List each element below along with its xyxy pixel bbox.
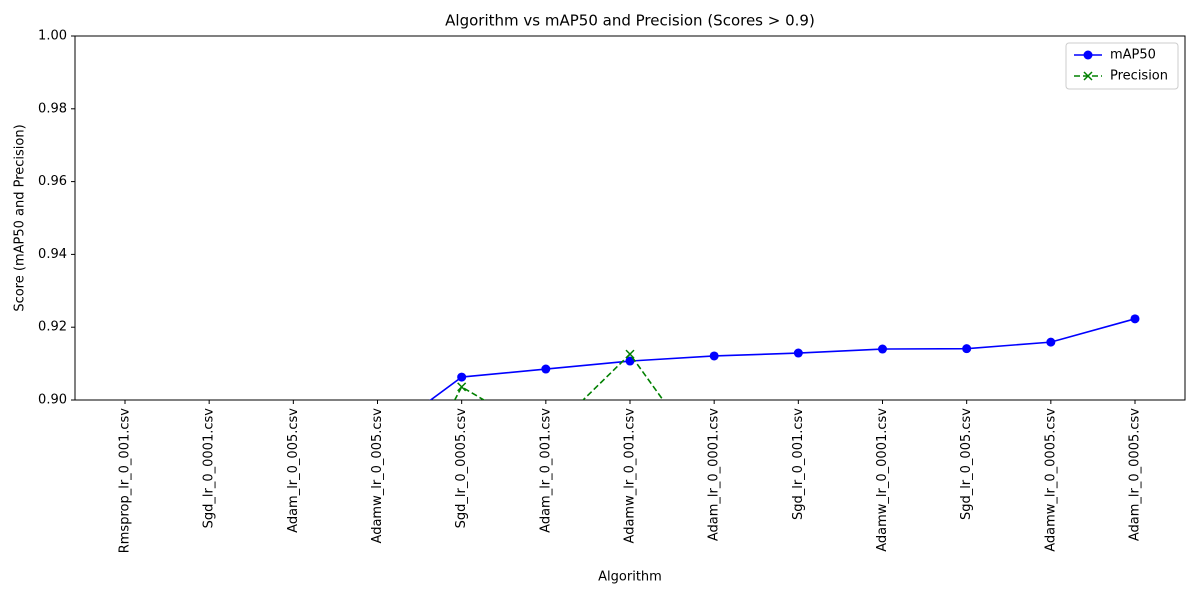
- x-tick-label: Adam_lr_0_0001.csv: [707, 408, 722, 541]
- data-point: [457, 372, 467, 382]
- x-tick-label: Adamw_lr_0_005.csv: [370, 408, 385, 544]
- x-tick-label: Sgd_lr_0_001.csv: [791, 408, 806, 520]
- data-point: [457, 382, 467, 392]
- x-axis-label: Algorithm: [598, 570, 662, 585]
- data-point: [878, 344, 887, 354]
- x-tick-label: Adam_lr_0_005.csv: [286, 408, 301, 533]
- y-tick-label: 0.98: [38, 101, 67, 116]
- y-tick-label: 0.96: [38, 174, 67, 189]
- x-tick-label: Adamw_lr_0_0005.csv: [1043, 408, 1058, 552]
- x-tick-label: Adam_lr_0_0005.csv: [1128, 408, 1143, 541]
- x-tick-label: Sgd_lr_0_0001.csv: [202, 408, 217, 529]
- data-point: [541, 364, 551, 374]
- data-point: [625, 356, 635, 366]
- y-tick-label: 0.90: [38, 393, 67, 408]
- y-axis-label: Score (mAP50 and Precision): [13, 124, 28, 311]
- legend-label: mAP50: [1110, 48, 1156, 63]
- legend-marker: [1083, 50, 1093, 60]
- legend-label: Precision: [1110, 69, 1168, 84]
- y-tick-label: 0.92: [38, 320, 67, 335]
- chart-title: Algorithm vs mAP50 and Precision (Scores…: [445, 12, 815, 30]
- x-tick-label: Adam_lr_0_001.csv: [538, 408, 553, 533]
- x-tick-label: Sgd_lr_0_0005.csv: [454, 408, 469, 529]
- x-tick-label: Adamw_lr_0_001.csv: [623, 408, 638, 544]
- data-point: [625, 349, 635, 359]
- data-point: [793, 348, 803, 358]
- x-tick-label: Rmsprop_lr_0_001.csv: [118, 408, 133, 554]
- data-point: [709, 351, 719, 361]
- data-point: [962, 344, 972, 354]
- data-point: [289, 578, 297, 586]
- data-point: [1130, 314, 1140, 324]
- y-tick-label: 0.94: [38, 247, 67, 262]
- x-tick-label: Sgd_lr_0_005.csv: [959, 408, 974, 520]
- legend-marker: [1083, 71, 1093, 81]
- y-tick-label: 1.00: [38, 29, 67, 44]
- data-point: [879, 578, 887, 586]
- x-tick-label: Adamw_lr_0_0001.csv: [875, 408, 890, 552]
- data-point: [1046, 337, 1056, 347]
- data-point: [121, 578, 130, 587]
- plot-area: [121, 314, 1140, 587]
